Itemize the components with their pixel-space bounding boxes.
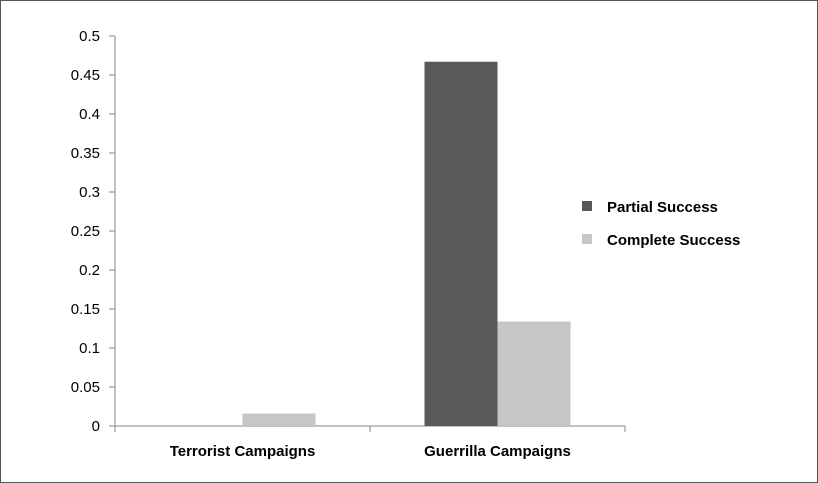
bar-complete-success-terrorist-campaigns bbox=[242, 413, 316, 426]
legend-label-partial-success: Partial Success bbox=[607, 199, 718, 216]
legend: Partial Success Complete Success bbox=[582, 199, 740, 249]
y-tick-label: 0.25 bbox=[71, 223, 100, 240]
y-tick-label: 0.4 bbox=[79, 106, 100, 123]
y-tick-label: 0.5 bbox=[79, 28, 100, 45]
y-tick-label: 0.05 bbox=[71, 379, 100, 396]
legend-swatch-complete-success bbox=[582, 234, 592, 244]
x-axis: Terrorist Campaigns Guerrilla Campaigns bbox=[114, 425, 626, 460]
bar-partial-success-guerrilla-campaigns bbox=[424, 61, 498, 427]
bars bbox=[242, 61, 571, 427]
y-tick-label: 0.45 bbox=[71, 67, 100, 84]
y-axis: 0 0.05 0.1 0.15 0.2 0.25 0.3 0.35 0.4 0.45 0.5 bbox=[71, 28, 116, 435]
y-tick-label: 0 bbox=[92, 418, 100, 435]
x-category-label: Guerrilla Campaigns bbox=[424, 443, 571, 460]
legend-swatch-partial-success bbox=[582, 201, 592, 211]
y-tick-label: 0.3 bbox=[79, 184, 100, 201]
y-tick-label: 0.15 bbox=[71, 301, 100, 318]
y-tick-label: 0.1 bbox=[79, 340, 100, 357]
y-tick-label: 0.35 bbox=[71, 145, 100, 162]
y-tick-label: 0.2 bbox=[79, 262, 100, 279]
x-category-label: Terrorist Campaigns bbox=[170, 443, 316, 460]
bar-complete-success-guerrilla-campaigns bbox=[497, 321, 571, 426]
legend-label-complete-success: Complete Success bbox=[607, 232, 740, 249]
